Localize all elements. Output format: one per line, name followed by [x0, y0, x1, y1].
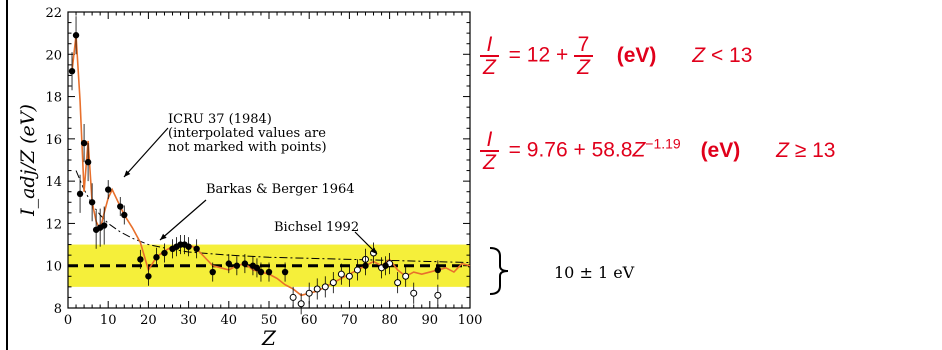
- measured-point: [265, 268, 273, 276]
- measured-point: [257, 268, 265, 276]
- band-label: 10 ± 1 eV: [554, 263, 635, 282]
- measured-point: [161, 249, 168, 257]
- measured-point: [362, 262, 369, 269]
- x-tick-label: 0: [64, 313, 72, 328]
- annotation-barkas-berger: Barkas & Berger 1964: [206, 182, 355, 197]
- eq1-rhs-fraction: 7 Z: [574, 34, 593, 78]
- measured-point: [68, 68, 76, 75]
- measured-point: [233, 262, 241, 269]
- measured-point: [241, 260, 249, 267]
- annotation-bichsel: Bichsel 1992: [274, 220, 359, 235]
- eq1-lhs-denominator: Z: [483, 56, 496, 79]
- measured-point: [117, 203, 124, 210]
- bichsel-point: [313, 285, 321, 293]
- eq2-rhs-var: Z: [632, 138, 646, 162]
- measured-point: [193, 245, 200, 252]
- measured-point: [382, 262, 389, 269]
- eq1-unit: (eV): [616, 43, 657, 67]
- measured-point: [84, 158, 92, 166]
- measured-point: [253, 264, 261, 272]
- bichsel-point: [337, 270, 345, 278]
- equation-z-ge-13: I Z = 9.76 + 58.8Z−1.19 (eV) Z ≥ 13: [480, 129, 835, 173]
- eq2-unit: (eV): [700, 138, 741, 162]
- bichsel-point: [329, 279, 337, 287]
- eq2-rhs-exponent: −1.19: [645, 135, 681, 152]
- bichsel-point: [305, 289, 313, 297]
- bichsel-point: [289, 293, 297, 301]
- eq1-rhs-denominator: Z: [577, 56, 590, 79]
- bichsel-point: [345, 272, 353, 280]
- measured-point: [185, 243, 192, 250]
- x-tick-label: 50: [261, 313, 278, 328]
- y-tick-label: 10: [45, 260, 62, 275]
- measured-point: [121, 211, 128, 219]
- annotation-icru37-line: (interpolated values are: [168, 126, 326, 141]
- eq2-lhs-denominator: Z: [483, 151, 496, 174]
- icru37-arrow-head: [124, 170, 131, 177]
- x-tick-label: 100: [458, 313, 483, 328]
- measured-point: [225, 260, 232, 267]
- eq2-cond-rel: ≥ 13: [794, 138, 836, 162]
- measured-point: [145, 273, 152, 280]
- eq2-cond-var: Z: [776, 138, 789, 162]
- measured-point: [105, 186, 112, 193]
- annotation-icru37-line: ICRU 37 (1984): [168, 112, 272, 127]
- plot-area: 0 10 20 30 40 50 60 70 80 90 100 8 10 12 14 16 18 20 22 Z I_…: [17, 6, 482, 350]
- eq1-lhs-fraction: I Z: [480, 34, 499, 78]
- eq1-cond-rel: < 13: [710, 43, 753, 67]
- x-tick-label: 10: [100, 313, 117, 328]
- eq1-rhs-numerator: 7: [574, 34, 593, 57]
- measured-point: [209, 268, 216, 276]
- y-tick-label: 16: [45, 133, 62, 148]
- y-tick-label: 8: [54, 302, 62, 317]
- x-tick-label: 80: [381, 313, 398, 328]
- equation-z-less-13: I Z = 12 + 7 Z (eV) Z < 13: [480, 34, 752, 78]
- y-tick-label: 18: [45, 91, 62, 106]
- eq2-lhs-numerator: I: [480, 129, 499, 152]
- x-tick-label: 40: [221, 313, 238, 328]
- measured-point: [153, 254, 160, 261]
- measured-point: [281, 268, 289, 276]
- bichsel-point: [321, 283, 329, 291]
- annotation-icru37-line: not marked with points): [168, 140, 327, 155]
- x-tick-label: 30: [180, 313, 197, 328]
- x-tick-label: 70: [341, 313, 358, 328]
- y-axis-title: I_adj/Z (eV): [17, 104, 39, 217]
- icru37-arrow: [123, 127, 169, 178]
- eq1-lhs-numerator: I: [480, 34, 499, 57]
- measured-point: [100, 222, 108, 229]
- eq2-rhs-text: = 9.76 + 58.8: [508, 138, 633, 162]
- bichsel-point: [410, 289, 418, 297]
- bichsel-point: [402, 272, 410, 280]
- barkas-berger-arrow: [159, 199, 207, 241]
- measured-point: [76, 190, 84, 198]
- eq1-rhs-constant: = 12 +: [508, 43, 569, 67]
- bichsel-point: [434, 291, 442, 299]
- bichsel-arrow-head: [370, 247, 377, 254]
- bichsel-point: [297, 300, 305, 308]
- barkas-berger-arrow-head: [160, 233, 167, 240]
- y-tick-label: 20: [45, 48, 62, 63]
- bichsel-point: [353, 266, 361, 274]
- measured-point: [72, 32, 80, 39]
- brace-icon: [489, 247, 509, 295]
- y-tick-label: 12: [45, 217, 62, 232]
- measured-point: [88, 199, 96, 206]
- y-tick-label: 14: [45, 175, 62, 190]
- bichsel-point: [394, 279, 402, 287]
- eq1-cond-var: Z: [692, 43, 706, 67]
- eq2-condition: Z ≥ 13: [776, 139, 835, 162]
- x-tick-label: 20: [140, 313, 157, 328]
- y-tick-label: 22: [45, 6, 62, 21]
- x-tick-label: 60: [301, 313, 318, 328]
- measured-point: [80, 139, 88, 147]
- measured-point: [137, 256, 144, 263]
- x-tick-label: 90: [422, 313, 439, 328]
- eq1-condition: Z < 13: [692, 44, 752, 67]
- measured-point: [434, 266, 442, 274]
- x-axis-title: Z: [261, 326, 277, 350]
- eq2-lhs-fraction: I Z: [480, 129, 499, 173]
